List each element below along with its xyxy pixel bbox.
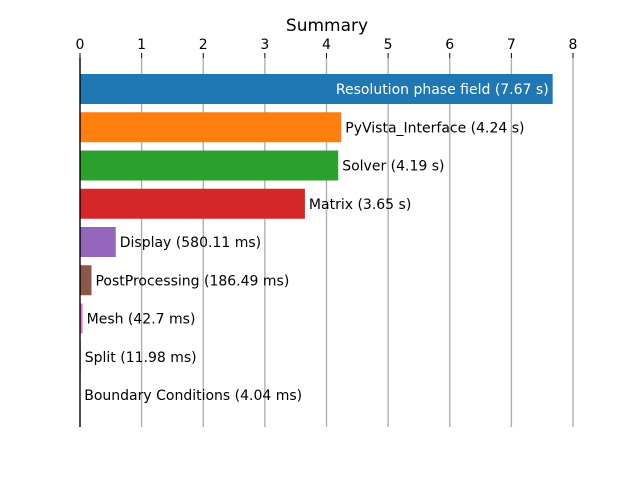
bar-label-6: Mesh (42.7 ms) (87, 312, 196, 328)
bar-label-3: Matrix (3.65 s) (309, 197, 411, 213)
tick-label-2: 2 (199, 37, 208, 53)
bar-label-7: Split (11.98 ms) (85, 350, 197, 366)
bar-label-1: PyVista_Interface (4.24 s) (345, 120, 524, 136)
tick-label-6: 6 (445, 37, 454, 53)
bar-6 (80, 303, 83, 334)
tick-label-7: 7 (507, 37, 516, 53)
bar-label-5: PostProcessing (186.49 ms) (95, 273, 289, 289)
tick-label-4: 4 (322, 37, 331, 53)
bar-label-8: Boundary Conditions (4.04 ms) (84, 388, 302, 404)
bar-1 (80, 112, 342, 143)
tick-label-1: 1 (137, 37, 146, 53)
tick-label-5: 5 (384, 37, 393, 53)
bar-5 (80, 265, 92, 296)
chart-title: Summary (286, 16, 368, 36)
bar-labels: Resolution phase field (7.67 s) PyVista_I… (84, 82, 548, 404)
bar-label-2: Solver (4.19 s) (342, 159, 444, 175)
tick-label-0: 0 (76, 37, 85, 53)
bar-0 (80, 74, 553, 104)
bar-4 (80, 227, 116, 257)
bar-2 (80, 150, 339, 181)
x-axis-ticks: 0 1 2 3 4 5 6 7 8 (76, 37, 578, 58)
bar-3 (80, 188, 305, 219)
bar-label-0: Resolution phase field (7.67 s) (336, 82, 549, 98)
bars (80, 74, 553, 410)
tick-label-3: 3 (260, 37, 269, 53)
tick-label-8: 8 (569, 37, 578, 53)
bar-label-4: Display (580.11 ms) (120, 235, 261, 251)
